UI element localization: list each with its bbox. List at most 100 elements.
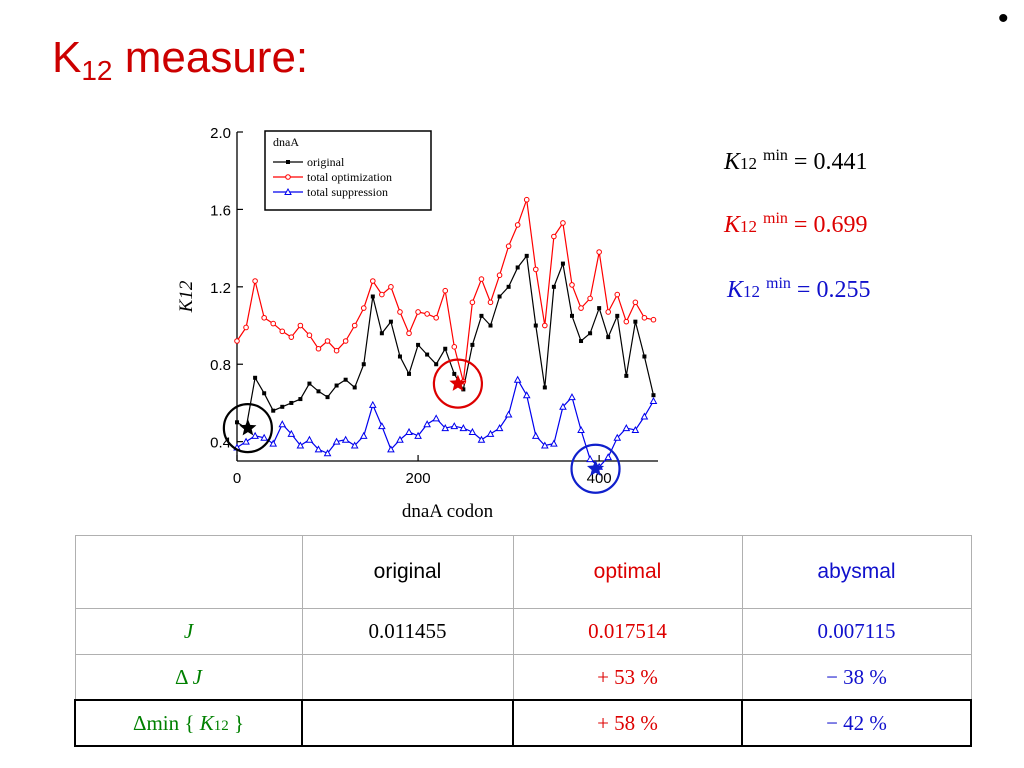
point-total-optimization [641, 314, 648, 321]
label-j: J [192, 664, 202, 689]
point-total-optimization [261, 314, 267, 321]
point-original [588, 331, 593, 336]
point-original [651, 393, 656, 398]
point-total-optimization [487, 299, 494, 306]
point-total-suppression [459, 424, 468, 432]
point-total-suppression [405, 427, 413, 435]
kmin-k: K [724, 212, 741, 238]
point-total-optimization [587, 295, 593, 302]
minimum-highlight-circle [570, 443, 621, 494]
point-original [271, 408, 276, 413]
row-label-delta-j: Δ J [74, 654, 303, 701]
table-row: Δ J + 53 % − 38 % [74, 654, 972, 701]
point-original [262, 391, 267, 396]
point-total-optimization [388, 284, 394, 290]
point-total-optimization [478, 276, 485, 282]
point-original [397, 354, 402, 359]
y-tick-label: 1.6 [210, 202, 231, 219]
point-original [280, 404, 285, 409]
kmin-value: = 0.255 [790, 277, 871, 303]
minimum-star-marker [449, 374, 467, 391]
point-original [325, 395, 330, 400]
point-total-optimization [406, 330, 412, 337]
point-total-suppression [378, 422, 386, 430]
point-original [361, 362, 366, 367]
point-total-optimization [560, 220, 566, 226]
kmin-abysmal: K12 min = 0.255 [727, 276, 871, 303]
results-table: original optimal abysmal J 0.011455 0.01… [74, 535, 972, 747]
point-total-suppression [251, 431, 259, 439]
point-original [461, 387, 466, 392]
point-total-optimization [605, 309, 612, 315]
point-total-optimization [496, 272, 503, 279]
point-total-optimization [360, 305, 367, 311]
y-tick-label: 0.8 [210, 357, 231, 374]
point-total-optimization [532, 266, 539, 273]
header-empty [74, 535, 303, 609]
cell-optimal: 0.017514 [512, 608, 743, 655]
x-axis-label: dnaA codon [402, 501, 494, 522]
point-total-suppression [540, 441, 549, 449]
point-total-optimization [288, 334, 295, 340]
point-original [434, 362, 439, 367]
point-total-suppression [531, 431, 540, 439]
point-original [388, 319, 393, 324]
minimum-star-marker [587, 459, 605, 476]
point-total-optimization [632, 299, 639, 306]
point-total-optimization [342, 338, 349, 344]
point-total-suppression [287, 429, 296, 437]
point-total-suppression [513, 375, 522, 383]
point-original [334, 383, 339, 388]
point-total-suppression [305, 435, 314, 443]
point-total-optimization [469, 299, 476, 306]
kmin-optimal: K12 min = 0.699 [724, 211, 867, 238]
minimum-highlight-circle [222, 403, 273, 454]
point-total-optimization [279, 328, 286, 335]
point-original [443, 346, 448, 351]
point-total-suppression [341, 435, 350, 443]
kmin-k: K [724, 149, 741, 175]
cell-abysmal: − 38 % [741, 654, 972, 701]
legend-box [264, 130, 432, 211]
point-total-suppression [296, 441, 305, 449]
cell-optimal: + 58 % [512, 699, 743, 747]
point-total-suppression [559, 402, 567, 410]
legend-entry: total optimization [307, 170, 392, 184]
point-total-suppression [269, 439, 278, 447]
point-total-suppression [522, 391, 531, 399]
title-k: K [52, 33, 82, 82]
kmin-sub: 12 [740, 154, 758, 173]
point-original [235, 420, 239, 425]
point-total-suppression [450, 422, 459, 430]
point-total-optimization [551, 233, 557, 240]
point-total-optimization [397, 309, 403, 315]
legend-marker [286, 160, 290, 164]
minimum-star-marker [239, 419, 257, 436]
point-original [307, 381, 312, 386]
point-original [542, 385, 547, 390]
point-total-optimization [243, 324, 249, 331]
label-k: K [199, 710, 214, 735]
point-total-optimization [505, 243, 512, 249]
cell-original: 0.011455 [301, 608, 514, 655]
label-j: J [183, 619, 194, 643]
point-total-optimization [442, 287, 449, 294]
point-total-optimization [650, 316, 657, 323]
point-total-optimization [523, 196, 530, 203]
x-tick-label: 200 [406, 470, 431, 487]
point-total-suppression [387, 445, 395, 453]
y-axis-label: K12 [176, 280, 197, 313]
point-original [289, 400, 294, 405]
point-total-suppression [441, 424, 450, 432]
point-total-suppression [550, 439, 558, 447]
kmin-k: K [727, 277, 744, 303]
kmin-original: K12 min = 0.441 [724, 148, 868, 175]
series-line-total-suppression [236, 378, 655, 468]
cell-optimal: + 53 % [512, 654, 743, 701]
cell-abysmal: − 42 % [741, 699, 972, 747]
point-total-optimization [333, 347, 340, 354]
point-original [416, 342, 421, 347]
kmin-value: = 0.441 [787, 149, 868, 175]
title-subscript: 12 [81, 55, 113, 86]
